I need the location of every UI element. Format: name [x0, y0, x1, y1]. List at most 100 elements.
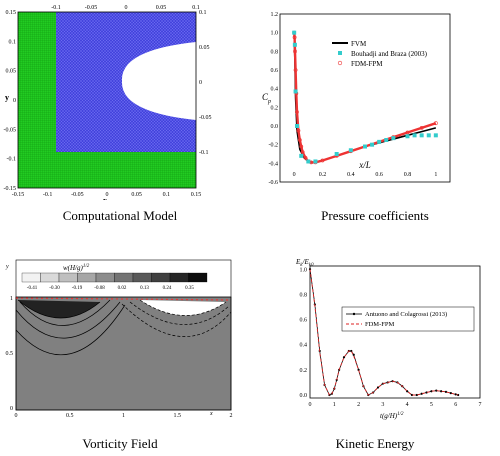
colorbar-swatch: [58, 272, 78, 283]
cp-x-tick: 1: [434, 172, 437, 178]
cp-y-tick: -0.6: [269, 180, 279, 186]
cp-bouhadji-point: [419, 133, 424, 138]
mesh-inner-y-tick-labels: 0.1 0.05 0 -0.05 -0.1: [199, 10, 212, 156]
ke-series-antuono: [309, 269, 459, 396]
cp-bouhadji-point: [370, 142, 375, 147]
cp-bouhadji-point: [377, 139, 382, 144]
mesh-inner-x-tick: 0.05: [156, 5, 167, 11]
mesh-x-tick-labels: -0.15 -0.1 -0.05 0 0.05 0.1 0.15: [12, 192, 202, 198]
cp-y-label: Cp: [262, 92, 271, 105]
ke-y-tick: 0.0: [300, 393, 308, 399]
ke-antuono-point: [352, 353, 355, 356]
caption-pressure-coefficients: Pressure coefficients: [321, 208, 429, 223]
ke-antuono-point: [376, 386, 380, 389]
colorbar-tick: -0.08: [94, 286, 105, 291]
cp-bouhadji-point: [405, 134, 410, 139]
cp-fdm-point: [293, 49, 297, 54]
cp-fdm-point: [295, 110, 299, 114]
cp-fdm-point: [293, 68, 298, 72]
colorbar-swatch: [169, 272, 189, 283]
ke-legend-fdm: FDM-FPM: [365, 321, 394, 328]
cp-bouhadji-point: [295, 124, 299, 128]
ke-antuono-point: [440, 390, 443, 393]
mesh-y-tick: 0.15: [6, 10, 17, 16]
mesh-x-tick: 0.1: [163, 192, 171, 198]
body-shape: [121, 42, 196, 120]
cp-bouhadji-point: [292, 42, 297, 47]
ke-y-tick: 0.4: [300, 343, 308, 349]
ke-x-label: t(g/H)1/2: [380, 412, 404, 420]
cp-bouhadji-point: [412, 133, 417, 138]
cp-bouhadji-point: [313, 159, 318, 164]
ke-chart: 0 1 2 3 4 5 6 7 1.0 0.8 0.6 0.4 0.2 0.0 Ek/Ek0 t(g/H…: [295, 258, 482, 420]
vorticity-y-tick: 0.5: [6, 351, 14, 357]
ke-y-tick: 0.6: [300, 318, 308, 324]
colorbar-swatch: [151, 272, 171, 283]
cp-y-tick: 1.2: [271, 12, 279, 18]
mesh-y-tick: 0: [13, 98, 16, 104]
caption-kinetic-energy: Kinetic Energy: [335, 436, 415, 451]
ke-legend-antuono: Antuono and Colagrossi (2013): [365, 311, 447, 318]
mesh-x-tick: 0.05: [131, 192, 142, 198]
vorticity-y-tick: 0: [10, 406, 13, 412]
pressure-coefficients-panel: 0 0.2 0.4 0.6 0.8 1 1.2 1.0 0.8 0.6 0.4 0.2 0.0 -0.2…: [250, 0, 500, 200]
mesh-x-tick: 0.15: [191, 192, 202, 198]
svg-text:w(H/g)1/2: w(H/g)1/2: [63, 264, 90, 272]
cp-chart: 0 0.2 0.4 0.6 0.8 1 1.2 1.0 0.8 0.6 0.4 0.2 0.0 -0.2…: [262, 12, 451, 186]
ke-antuono-point: [410, 393, 414, 397]
vorticity-figure: w(H/g)1/2 -0.41 -0.30 -0.19 -0.08 0.02 0.13 0.…: [5, 259, 233, 419]
mesh-inner-y-tick: 0.1: [199, 10, 207, 16]
cp-x-tick: 0.8: [404, 172, 412, 178]
cp-legend-bouhadji: Bouhadji and Braza (2003): [351, 50, 428, 58]
cp-y-tick: 0.4: [271, 87, 279, 93]
cp-bouhadji-point: [363, 144, 367, 149]
ke-x-tick: 0: [309, 402, 312, 408]
free-surface: [15, 297, 232, 301]
ke-y-tick: 0.8: [300, 292, 308, 298]
colorbar-swatch: [132, 272, 152, 283]
colorbar-swatch: [114, 272, 134, 283]
cp-x-tick: 0.2: [319, 172, 327, 178]
colorbar-tick: -0.41: [27, 286, 38, 291]
mesh-y-tick-labels: 0.15 0.1 0.05 0 -0.05 -0.1 -0.15: [4, 10, 17, 192]
ke-y-label: Ek/Ek0: [295, 258, 314, 268]
cp-fdm-point: [320, 158, 325, 163]
cp-fdm-point: [300, 150, 305, 155]
cp-y-tick: 1.0: [271, 31, 279, 37]
cp-fdm-point: [419, 125, 424, 130]
kinetic-energy-panel: 0 1 2 3 4 5 6 7 1.0 0.8 0.6 0.4 0.2 0.0 Ek/Ek0 t(g/H…: [250, 250, 500, 430]
cp-bouhadji-point: [292, 30, 297, 35]
mesh-inner-x-tick: -0.1: [51, 5, 61, 11]
colorbar-swatch: [21, 272, 41, 283]
ke-x-tick: 4: [406, 402, 409, 408]
ke-series-fdm: [309, 269, 459, 396]
cp-bouhadji-point: [293, 89, 298, 94]
mesh-y-label: y: [5, 93, 9, 102]
colorbar-tick: -0.30: [49, 286, 60, 291]
cp-fdm-point: [303, 155, 308, 160]
ke-antuono-point: [435, 389, 438, 392]
mesh-x-tick: -0.05: [71, 192, 84, 198]
colorbar-tick: 0.02: [118, 286, 127, 291]
colorbar-tick: 0.24: [163, 286, 172, 291]
mesh-inner-y-tick: -0.1: [199, 150, 209, 156]
mesh-y-tick: -0.05: [4, 127, 17, 133]
ke-antuono-point: [308, 268, 312, 271]
cp-x-label: x/L: [358, 160, 371, 170]
mesh-inner-x-tick: 0.1: [192, 5, 200, 11]
ke-x-tick: 7: [479, 402, 482, 408]
vorticity-y-tick-labels: 10.50: [6, 296, 14, 412]
mesh-inner-y-tick: -0.05: [199, 115, 212, 121]
ke-legend: Antuono and Colagrossi (2013) FDM-FPM: [341, 306, 475, 332]
ke-y-tick: 0.2: [300, 368, 308, 374]
ke-x-tick: 6: [454, 402, 457, 408]
cp-fdm-point: [297, 138, 302, 142]
cp-x-tick: 0.6: [375, 172, 383, 178]
mesh-y-tick: 0.1: [9, 39, 17, 45]
cp-fdm-point: [299, 144, 304, 149]
cp-y-tick: 0.8: [271, 49, 279, 55]
vorticity-x-tick: 0: [15, 413, 18, 419]
mesh-inner-x-tick: 0: [125, 5, 128, 11]
cp-bouhadji-point: [384, 138, 389, 142]
ke-y-tick: 1.0: [300, 267, 308, 273]
